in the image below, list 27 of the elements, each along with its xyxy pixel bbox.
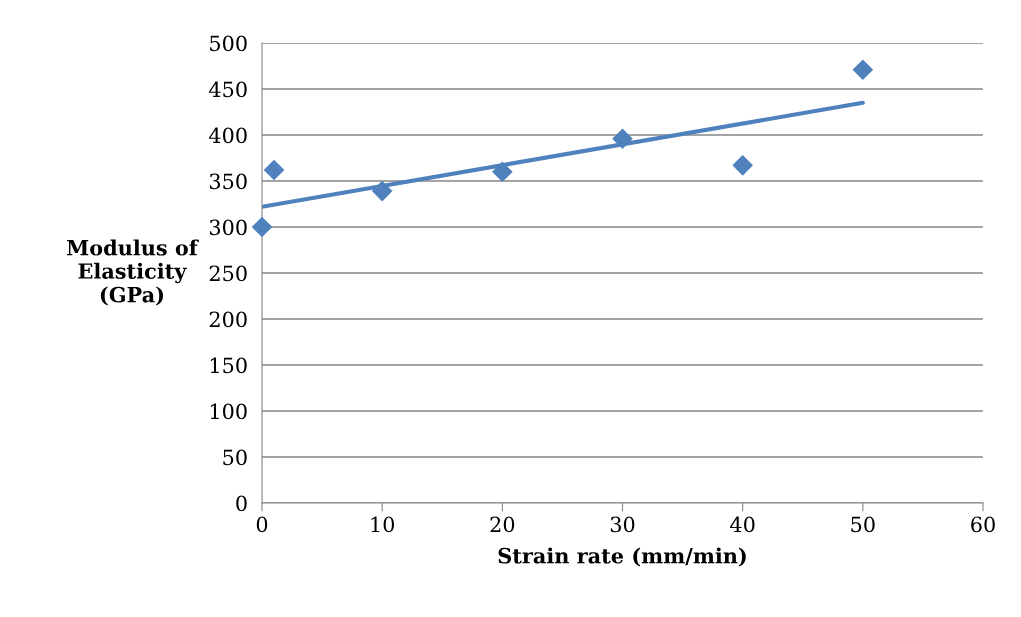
x-tick-label: 10 [371,516,395,533]
y-tick-label: 300 [209,219,247,236]
point [732,155,753,176]
point [251,216,273,238]
point [852,59,874,80]
y-tick-label: 450 [208,81,247,98]
x-tick-label: 20 [490,516,515,533]
point [612,128,633,149]
point [371,180,393,202]
y-tick-label: 400 [208,127,247,144]
y-axis-title: Modulus of Elasticity (GPa) [67,239,199,306]
y-tick-label: 0 [236,495,247,512]
x-tick-label: 30 [610,516,635,533]
x-tick-label: 0 [256,516,268,533]
point [263,159,285,181]
x-tick-label: 60 [971,516,995,533]
y-tick-label: 350 [209,173,247,190]
y-tick-label: 50 [223,449,247,466]
y-tick-label: 500 [210,35,247,52]
x-tick-label: 40 [730,516,755,533]
y-tick-label: 200 [209,311,247,328]
x-tick-label: 50 [851,516,875,533]
y-tick-label: 150 [210,357,247,374]
y-tick-label: 250 [209,265,247,282]
point [492,161,513,183]
y-tick-label: 100 [210,403,247,420]
x-axis-title: Strain rate (mm/min) [498,547,746,567]
